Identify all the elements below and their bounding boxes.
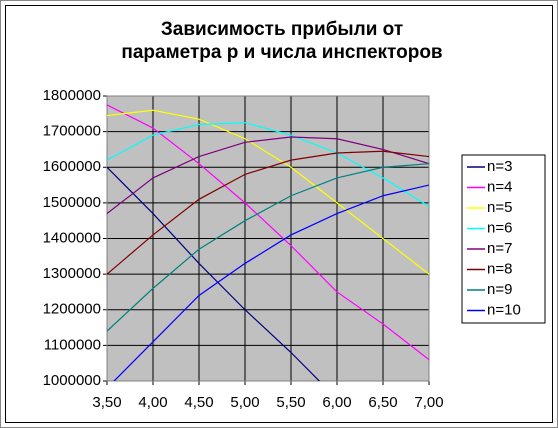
x-tick-label: 5,00 [230, 394, 259, 411]
x-tick-label: 4,00 [138, 394, 167, 411]
y-tick-label: 1300000 [43, 265, 101, 282]
y-tick-label: 1800000 [43, 87, 101, 104]
chart-title: Зависимость прибыли от [161, 19, 403, 40]
series-line [107, 166, 321, 381]
series-line [107, 136, 429, 215]
legend-label: n=7 [487, 240, 512, 257]
y-tick-label: 1700000 [43, 123, 101, 140]
legend-label: n=10 [487, 301, 521, 318]
plot-border [106, 95, 430, 382]
chart-title: параметра р и числа инспекторов [121, 42, 442, 63]
y-tick-label: 1600000 [43, 158, 101, 175]
x-tick-label: 3,50 [92, 394, 121, 411]
series-line [107, 163, 429, 332]
x-tick-label: 5,50 [276, 394, 305, 411]
legend-label: n=3 [487, 158, 512, 175]
legend-label: n=6 [487, 219, 512, 236]
x-tick-label: 6,50 [368, 394, 397, 411]
legend-label: n=4 [487, 178, 512, 195]
legend-box [461, 154, 546, 324]
legend-label: n=5 [487, 199, 512, 216]
legend-label: n=9 [487, 281, 512, 298]
legend-label: n=8 [487, 260, 512, 277]
y-tick-label: 1400000 [43, 229, 101, 246]
series-group [107, 104, 429, 381]
y-tick-label: 1000000 [43, 372, 101, 389]
y-tick-label: 1500000 [43, 194, 101, 211]
x-tick-label: 4,50 [184, 394, 213, 411]
series-line [107, 122, 429, 207]
series-line [107, 150, 429, 275]
x-tick-label: 6,00 [322, 394, 351, 411]
series-line [107, 109, 429, 275]
y-tick-label: 1100000 [44, 336, 101, 353]
y-tick-label: 1200000 [43, 301, 101, 318]
series-line [113, 184, 429, 381]
x-tick-label: 7,00 [414, 394, 443, 411]
